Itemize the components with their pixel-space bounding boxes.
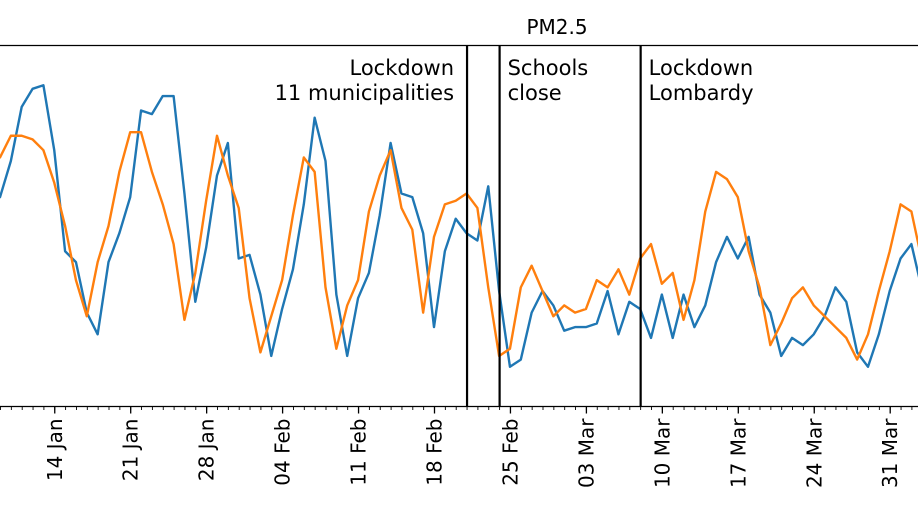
x-tick-label: 28 Jan (195, 419, 219, 482)
x-tick-label: 25 Feb (498, 419, 522, 486)
x-tick-label: 17 Mar (726, 418, 750, 488)
x-tick-label: 03 Mar (574, 418, 598, 488)
x-tick-label: 31 Mar (878, 418, 902, 488)
series-line-1 (0, 84, 918, 368)
event-label: Lockdown (649, 56, 754, 80)
x-axis-tick-labels: 14 Jan 21 Jan 28 Jan 04 Feb 11 Feb 18 Feb 25 F… (43, 418, 902, 488)
x-tick-label: 14 Jan (43, 419, 67, 482)
chart-title: PM2.5 (526, 15, 587, 39)
event-label: Schools (508, 56, 589, 80)
x-tick-label: 24 Mar (802, 418, 826, 488)
x-tick-label: 04 Feb (271, 419, 295, 486)
x-tick-label: 10 Mar (650, 418, 674, 488)
event-label: Lockdown (349, 56, 454, 80)
x-axis-ticks (0, 406, 913, 414)
series-line-2 (0, 130, 918, 361)
x-tick-label: 21 Jan (119, 419, 143, 482)
series-lines (0, 84, 918, 368)
x-tick-label: 18 Feb (423, 419, 447, 486)
event-label: Lombardy (649, 81, 754, 105)
event-label: close (508, 81, 562, 105)
x-tick-label: 11 Feb (347, 419, 371, 486)
event-label: 11 municipalities (275, 81, 454, 105)
